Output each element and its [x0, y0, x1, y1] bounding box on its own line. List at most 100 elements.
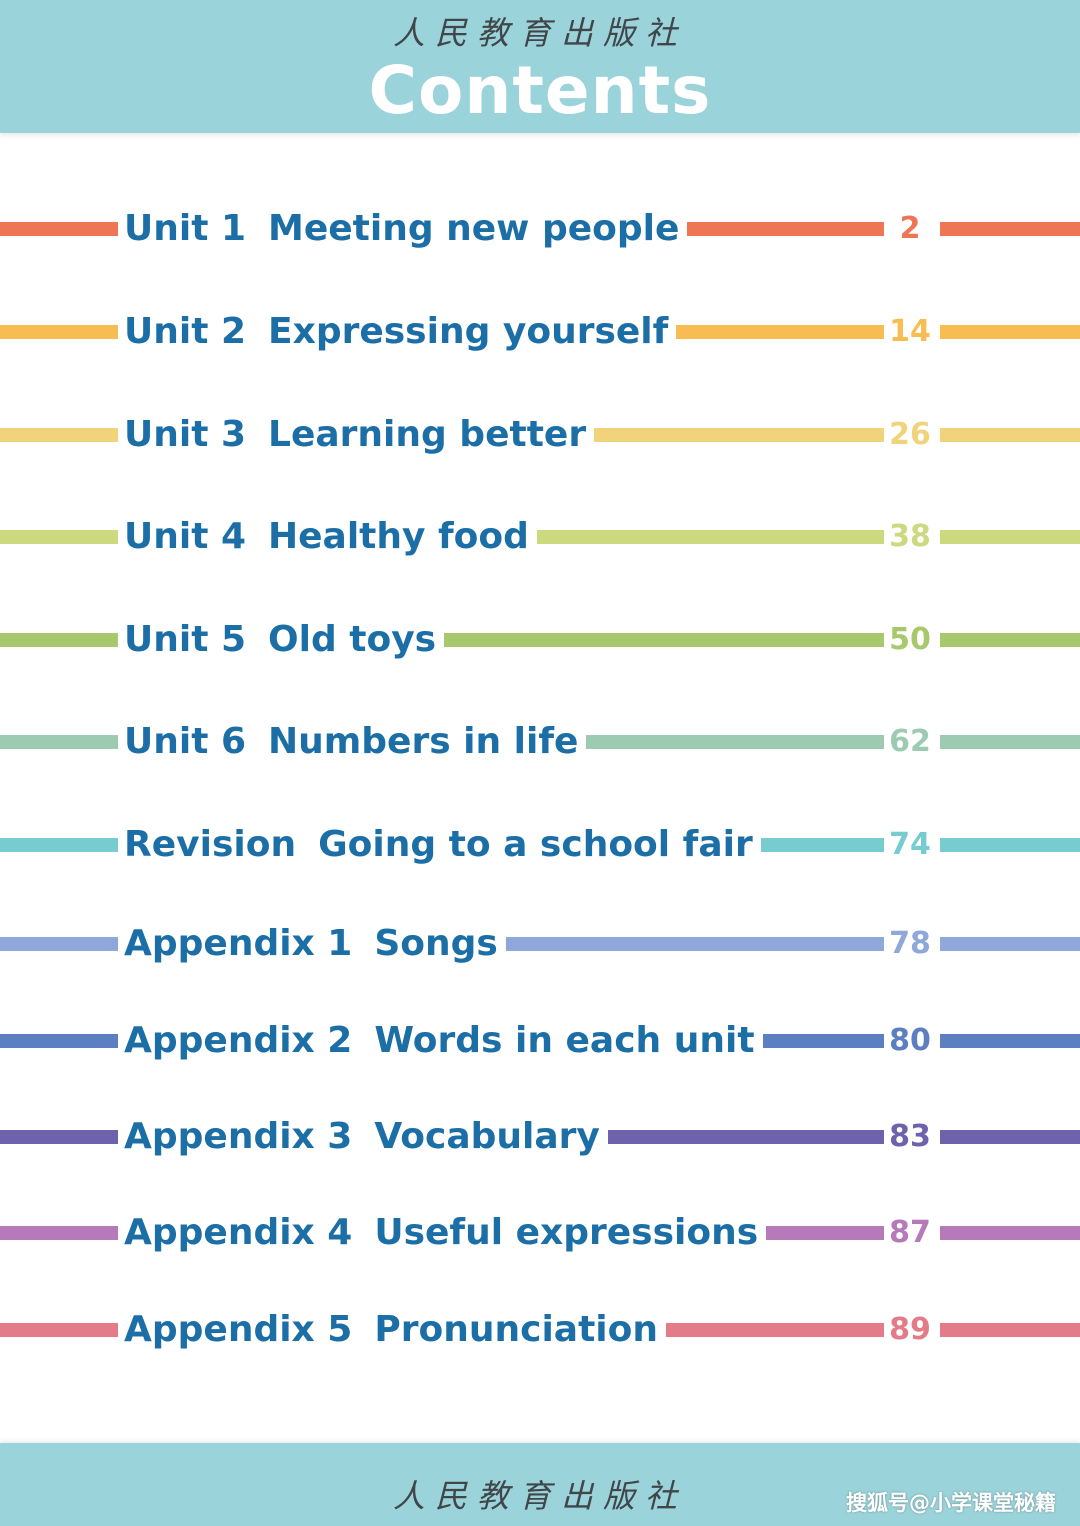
- toc-entry[interactable]: Appendix 3 Vocabulary 83: [0, 1109, 1080, 1165]
- entry-number: Unit 2: [124, 311, 246, 352]
- color-bar-leader: [676, 325, 884, 339]
- entry-page-number: 89: [889, 1312, 931, 1347]
- toc-entry[interactable]: Unit 2 Expressing yourself 14: [0, 304, 1080, 360]
- color-bar-right: [940, 937, 1080, 951]
- page-title: Contents: [368, 52, 712, 129]
- entry-title: Songs: [374, 923, 498, 964]
- entry-title: Learning better: [268, 414, 587, 455]
- toc-entry[interactable]: Appendix 4 Useful expressions 87: [0, 1205, 1080, 1261]
- entry-number: Appendix 5: [124, 1309, 353, 1350]
- entry-title: Going to a school fair: [318, 824, 753, 865]
- entry-page-number: 26: [889, 417, 931, 452]
- entry-page-number: 74: [889, 827, 931, 862]
- entry-title: Vocabulary: [374, 1116, 600, 1157]
- entry-page-number: 14: [889, 314, 931, 349]
- color-bar-left: [0, 937, 118, 951]
- entry-title: Old toys: [268, 619, 437, 660]
- entry-page-number: 80: [889, 1023, 931, 1058]
- color-bar-left: [0, 1034, 118, 1048]
- entry-number: Unit 1: [124, 208, 246, 249]
- color-bar-leader: [537, 530, 884, 544]
- color-bar-leader: [444, 633, 884, 647]
- entry-number: Unit 3: [124, 414, 246, 455]
- color-bar-right: [940, 428, 1080, 442]
- toc-entry[interactable]: Unit 3 Learning better 26: [0, 407, 1080, 463]
- entry-number: Appendix 3: [124, 1116, 353, 1157]
- toc-entry[interactable]: Revision Going to a school fair 74: [0, 817, 1080, 873]
- entry-number: Appendix 4: [124, 1212, 353, 1253]
- entry-number: Unit 5: [124, 619, 246, 660]
- entry-title: Numbers in life: [268, 721, 579, 762]
- entry-number: Unit 6: [124, 721, 246, 762]
- source-watermark: 搜狐号@小学课堂秘籍: [846, 1491, 1056, 1515]
- entry-label: Appendix 4 Useful expressions: [124, 1209, 758, 1257]
- entry-number: Appendix 2: [124, 1020, 353, 1061]
- color-bar-left: [0, 1323, 118, 1337]
- entry-number: Appendix 1: [124, 923, 353, 964]
- color-bar-right: [940, 1323, 1080, 1337]
- color-bar-right: [940, 325, 1080, 339]
- entry-number: Revision: [124, 824, 297, 865]
- color-bar-left: [0, 633, 118, 647]
- toc-entry[interactable]: Unit 1 Meeting new people 2: [0, 201, 1080, 257]
- color-bar-left: [0, 222, 118, 236]
- color-bar-leader: [763, 1034, 884, 1048]
- entry-page-number: 38: [889, 519, 931, 554]
- toc-entry[interactable]: Unit 5 Old toys 50: [0, 612, 1080, 668]
- entry-page-number: 62: [889, 724, 931, 759]
- entry-label: Unit 1 Meeting new people: [124, 205, 679, 253]
- color-bar-leader: [506, 937, 884, 951]
- color-bar-leader: [586, 735, 884, 749]
- color-bar-left: [0, 1130, 118, 1144]
- entry-title: Expressing yourself: [268, 311, 669, 352]
- color-bar-right: [940, 1130, 1080, 1144]
- entry-number: Unit 4: [124, 516, 246, 557]
- entry-label: Appendix 5 Pronunciation: [124, 1306, 658, 1354]
- entry-label: Unit 4 Healthy food: [124, 513, 529, 561]
- color-bar-right: [940, 1226, 1080, 1240]
- color-bar-right: [940, 633, 1080, 647]
- color-bar-left: [0, 838, 118, 852]
- entry-label: Unit 6 Numbers in life: [124, 718, 578, 766]
- toc-entry[interactable]: Unit 6 Numbers in life 62: [0, 714, 1080, 770]
- entry-label: Appendix 2 Words in each unit: [124, 1017, 755, 1065]
- toc-entry[interactable]: Appendix 1 Songs 78: [0, 916, 1080, 972]
- entry-title: Words in each unit: [374, 1020, 755, 1061]
- entry-page-number: 87: [889, 1215, 931, 1250]
- color-bar-right: [940, 530, 1080, 544]
- color-bar-left: [0, 428, 118, 442]
- publisher-logo: 人民教育出版社: [392, 14, 687, 52]
- entry-label: Appendix 1 Songs: [124, 920, 498, 968]
- color-bar-leader: [761, 838, 884, 852]
- color-bar-leader: [766, 1226, 884, 1240]
- entry-label: Revision Going to a school fair: [124, 821, 753, 869]
- publisher-logo: 人民教育出版社: [392, 1477, 687, 1515]
- color-bar-right: [940, 1034, 1080, 1048]
- color-bar-right: [940, 222, 1080, 236]
- header-banner: 人民教育出版社 Contents: [0, 0, 1080, 133]
- entry-label: Unit 5 Old toys: [124, 616, 436, 664]
- footer-banner: 人民教育出版社 搜狐号@小学课堂秘籍: [0, 1443, 1080, 1526]
- color-bar-leader: [594, 428, 884, 442]
- color-bar-leader: [666, 1323, 884, 1337]
- entry-page-number: 78: [889, 926, 931, 961]
- entry-label: Appendix 3 Vocabulary: [124, 1113, 600, 1161]
- color-bar-right: [940, 735, 1080, 749]
- toc-entry[interactable]: Appendix 2 Words in each unit 80: [0, 1013, 1080, 1069]
- entry-label: Unit 3 Learning better: [124, 411, 586, 459]
- color-bar-left: [0, 530, 118, 544]
- entry-title: Useful expressions: [374, 1212, 759, 1253]
- entry-page-number: 2: [899, 211, 921, 246]
- color-bar-left: [0, 325, 118, 339]
- entry-title: Meeting new people: [268, 208, 680, 249]
- color-bar-leader: [687, 222, 884, 236]
- toc-entry[interactable]: Unit 4 Healthy food 38: [0, 509, 1080, 565]
- entry-page-number: 83: [889, 1119, 931, 1154]
- toc-entry[interactable]: Appendix 5 Pronunciation 89: [0, 1302, 1080, 1358]
- entry-page-number: 50: [889, 622, 931, 657]
- color-bar-left: [0, 735, 118, 749]
- entry-label: Unit 2 Expressing yourself: [124, 308, 668, 356]
- entry-title: Pronunciation: [374, 1309, 658, 1350]
- color-bar-left: [0, 1226, 118, 1240]
